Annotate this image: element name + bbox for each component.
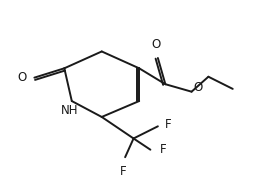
Text: NH: NH (61, 104, 79, 117)
Text: O: O (194, 82, 203, 95)
Text: O: O (151, 38, 161, 51)
Text: O: O (18, 71, 27, 84)
Text: F: F (120, 165, 126, 178)
Text: F: F (165, 118, 172, 131)
Text: F: F (160, 143, 166, 156)
